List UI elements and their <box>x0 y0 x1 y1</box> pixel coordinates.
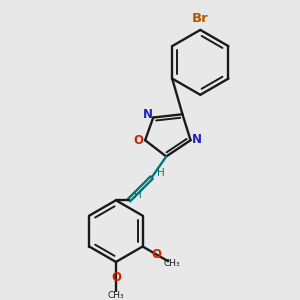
Text: N: N <box>142 108 152 122</box>
Text: H: H <box>157 168 165 178</box>
Text: O: O <box>111 271 121 284</box>
Text: H: H <box>134 190 142 200</box>
Text: Br: Br <box>192 12 209 25</box>
Text: O: O <box>151 248 161 261</box>
Text: CH₃: CH₃ <box>108 291 124 300</box>
Text: CH₃: CH₃ <box>163 259 180 268</box>
Text: O: O <box>134 134 144 147</box>
Text: N: N <box>192 133 202 146</box>
